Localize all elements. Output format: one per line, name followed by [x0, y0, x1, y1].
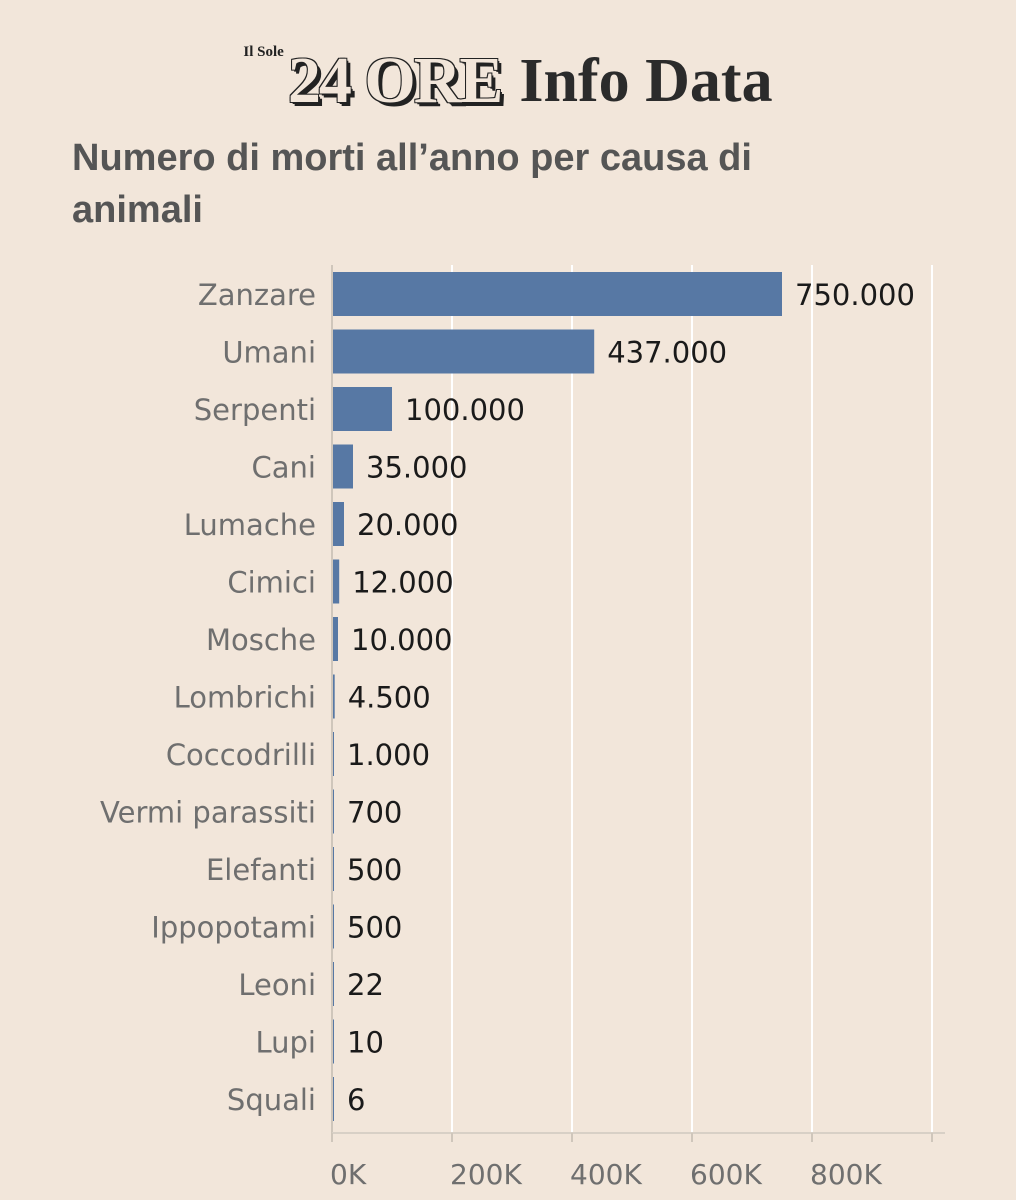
category-label: Cani [252, 451, 316, 485]
x-tick-label: 0K [330, 1158, 367, 1191]
value-label: 500 [347, 853, 402, 887]
category-label: Lumache [184, 508, 316, 542]
category-label: Coccodrilli [166, 738, 316, 772]
category-label: Mosche [206, 623, 316, 657]
bar-cimici [332, 559, 340, 604]
value-label: 10 [347, 1026, 384, 1060]
category-label: Ippopotami [151, 911, 316, 945]
bar-cani [332, 444, 353, 489]
x-tick-label: 200K [450, 1158, 522, 1191]
category-label: Elefanti [206, 853, 316, 887]
category-label: Umani [222, 336, 316, 370]
bar-layer [332, 272, 782, 1121]
x-tick-label: 400K [570, 1158, 642, 1191]
value-label: 20.000 [357, 508, 458, 542]
x-tick-label: 800K [810, 1158, 882, 1191]
brand-prefix: Il Sole [243, 44, 284, 60]
brand-name: 24 ORE [287, 44, 504, 117]
value-label: 6 [347, 1083, 365, 1117]
grid-layer [451, 265, 933, 1133]
category-label: Zanzare [198, 278, 316, 312]
brand-suffix: Info Data [519, 47, 773, 115]
value-label: 10.000 [351, 623, 452, 657]
value-label: 1.000 [347, 738, 430, 772]
x-tick-label: 600K [690, 1158, 762, 1191]
value-label: 100.000 [405, 393, 525, 427]
value-label: 500 [347, 911, 402, 945]
bar-umani [332, 329, 595, 374]
bar-serpenti [332, 387, 392, 431]
value-label: 35.000 [366, 451, 467, 485]
category-label: Vermi parassiti [100, 796, 316, 830]
value-label: 12.000 [352, 566, 453, 600]
value-label: 750.000 [795, 278, 915, 312]
category-label: Serpenti [194, 393, 316, 427]
value-label: 700 [347, 796, 402, 830]
value-label: 22 [347, 968, 384, 1002]
label-layer: Zanzare 750.000 Umani 437.000 Serpenti 100.00… [100, 278, 915, 1117]
category-label: Leoni [238, 968, 316, 1002]
category-label: Lombrichi [174, 681, 316, 715]
value-label: 4.500 [348, 681, 431, 715]
category-label: Squali [227, 1083, 316, 1117]
bar-mosche [332, 617, 338, 661]
value-label: 437.000 [607, 336, 727, 370]
bar-lumache [332, 502, 344, 546]
bar-lombrichi [332, 674, 335, 719]
brand-logo: Il Sole 24 ORE Info Data [0, 34, 1016, 114]
axis-layer: 0K 200K 400K 600K 800K [330, 265, 945, 1191]
category-label: Lupi [256, 1026, 317, 1060]
chart-title: Numero di morti all’anno per causa di an… [72, 137, 752, 231]
bar-zanzare [332, 272, 782, 316]
category-label: Cimici [227, 566, 316, 600]
